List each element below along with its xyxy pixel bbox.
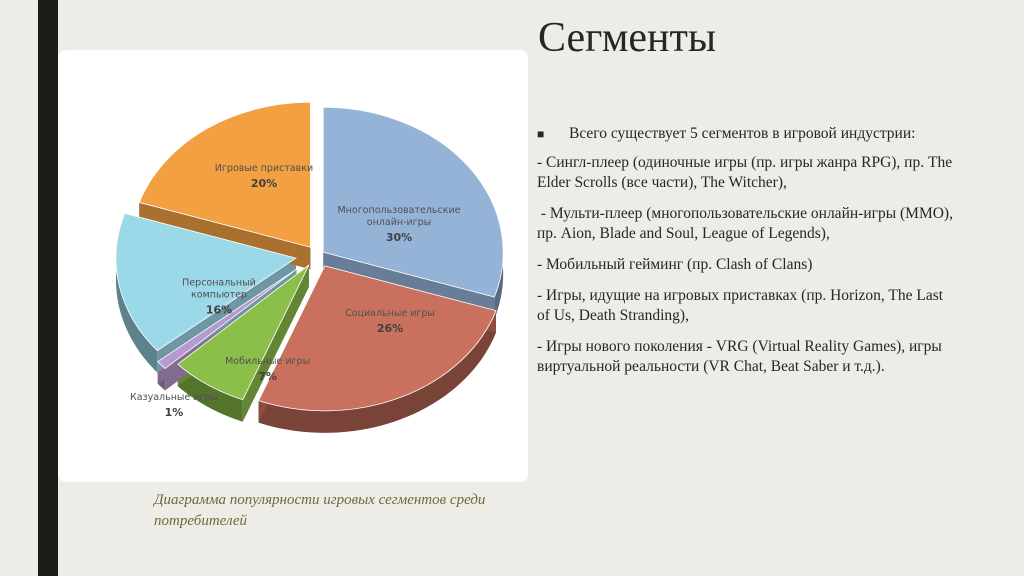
slice-label: Мобильные игры	[225, 356, 310, 367]
pie-slice-side	[258, 310, 497, 433]
pie-slice-wall	[242, 264, 310, 422]
segment-item: - Мобильный гейминг (пр. Clash of Clans)	[537, 256, 813, 273]
slice-label: Многопользовательские	[337, 205, 460, 216]
slice-label: онлайн-игры	[367, 217, 431, 228]
bullet-list: ■ Всего существует 5 сегментов в игровой…	[537, 124, 957, 388]
pie-slice-side	[177, 364, 243, 422]
pie-slice	[257, 265, 497, 412]
slice-label: Социальные игры	[345, 308, 435, 319]
slice-percent-label: 20%	[251, 177, 277, 190]
pie-slice	[115, 212, 297, 352]
segment-item: - Игры нового поколения - VRG (Virtual R…	[537, 338, 942, 375]
main-bullet: ■ Всего существует 5 сегментов в игровой…	[537, 124, 957, 144]
slice-percent-label: 26%	[377, 322, 403, 335]
slice-label: компьютер	[191, 289, 247, 300]
square-bullet-icon: ■	[537, 127, 545, 141]
segment-item: - Мульти-плеер (многопользовательские он…	[537, 205, 957, 242]
chart-caption: Диаграмма популярности игровых сегментов…	[154, 492, 486, 529]
pie-slice	[177, 264, 310, 401]
bullet-intro-text: Всего существует 5 сегментов в игровой и…	[569, 125, 916, 142]
pie-slice	[322, 106, 504, 298]
pie-slice	[157, 268, 297, 370]
slice-label: Персональный	[182, 277, 256, 288]
slice-percent-label: 1%	[165, 406, 184, 419]
chart-panel: Многопользовательские онлайн-игры 30% Социа…	[58, 50, 528, 482]
left-accent-bar	[38, 0, 58, 576]
slice-percent-label: 30%	[386, 231, 412, 244]
slice-label: Казуальные игры	[130, 392, 218, 403]
slide-title: Сегменты	[538, 15, 717, 61]
slice-label: Игровые приставки	[215, 163, 313, 174]
slice-percent-label: 16%	[206, 303, 232, 316]
slice-percent-label: 7%	[258, 370, 277, 383]
segment-item: - Сингл-плеер (одиночные игры (пр. игры …	[537, 154, 953, 191]
segment-item: - Игры, идущие на игровых приставках (пр…	[537, 287, 944, 324]
pie-slice	[138, 101, 311, 248]
